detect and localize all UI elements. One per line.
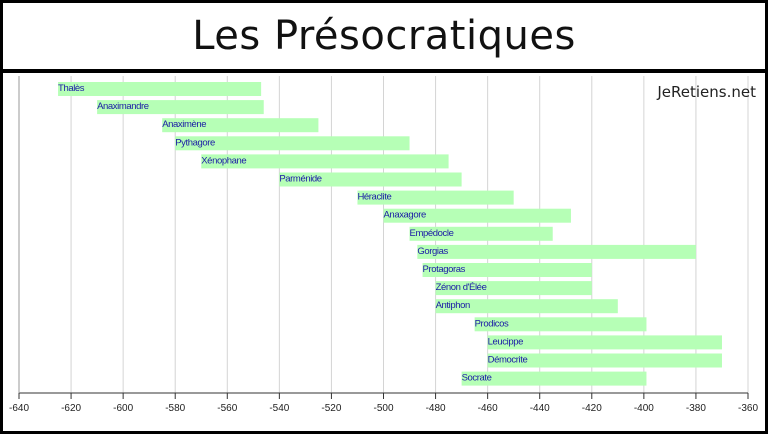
bar	[487, 353, 722, 368]
bar	[279, 172, 462, 187]
bar-label: Empédocle	[410, 228, 454, 239]
bar	[435, 299, 618, 314]
bar-label: Antiphon	[436, 300, 470, 311]
bar-label: Anaxagore	[384, 210, 426, 221]
tick-label: -460	[478, 403, 498, 414]
bar-label: Leucippe	[488, 336, 523, 347]
tick-label: -540	[269, 403, 289, 414]
tick-label: -520	[321, 403, 341, 414]
bar	[474, 317, 647, 332]
title-bar: Les Présocratiques	[3, 3, 765, 73]
bar	[58, 82, 262, 96]
bar	[175, 136, 410, 151]
tick-label: -620	[61, 403, 81, 414]
bar	[417, 244, 696, 259]
tick-label: -420	[582, 403, 602, 414]
bar-label: Protagoras	[423, 264, 466, 275]
tick-label: -440	[530, 403, 550, 414]
bar	[422, 263, 592, 277]
tick-label: -500	[373, 403, 393, 414]
tick-label: -380	[686, 403, 706, 414]
bar	[409, 226, 553, 241]
bar-label: Anaximène	[162, 119, 206, 130]
bar	[201, 154, 449, 169]
bar	[357, 190, 514, 205]
bar-label: Prodicos	[475, 318, 509, 329]
bar-label: Gorgias	[417, 246, 448, 257]
tick-label: -580	[165, 403, 185, 414]
bar-label: Anaximandre	[97, 101, 149, 112]
x-axis: -640 -620 -600 -580 -560 -540 -520 -500 -480 -460…	[9, 76, 758, 414]
bar-label: Socrate	[462, 373, 492, 384]
bar-label: Pythagore	[175, 137, 215, 148]
bar-label: Démocrite	[488, 355, 528, 366]
bar-label: Thalès	[58, 83, 85, 94]
watermark: JeRetiens.net	[656, 83, 756, 101]
bar-label: Héraclite	[357, 192, 391, 203]
tick-label: -640	[9, 403, 29, 414]
bars-group: Thalès Anaximandre Anaximène Pythagore Xénop…	[58, 82, 722, 386]
tick-label: -600	[113, 403, 133, 414]
bar	[383, 208, 571, 223]
bar	[162, 118, 319, 133]
tick-label: -560	[217, 403, 237, 414]
bar	[97, 100, 264, 115]
bar	[461, 371, 647, 386]
page-title: Les Présocratiques	[192, 13, 576, 59]
bar	[435, 281, 592, 296]
tick-label: -400	[634, 403, 654, 414]
bar	[487, 335, 722, 350]
tick-label: -360	[738, 403, 758, 414]
bar-label: Xénophane	[201, 155, 246, 166]
bar-label: Parménide	[279, 174, 321, 185]
tick-label: -480	[426, 403, 446, 414]
bar-label: Zénon d'Élée	[436, 282, 487, 293]
